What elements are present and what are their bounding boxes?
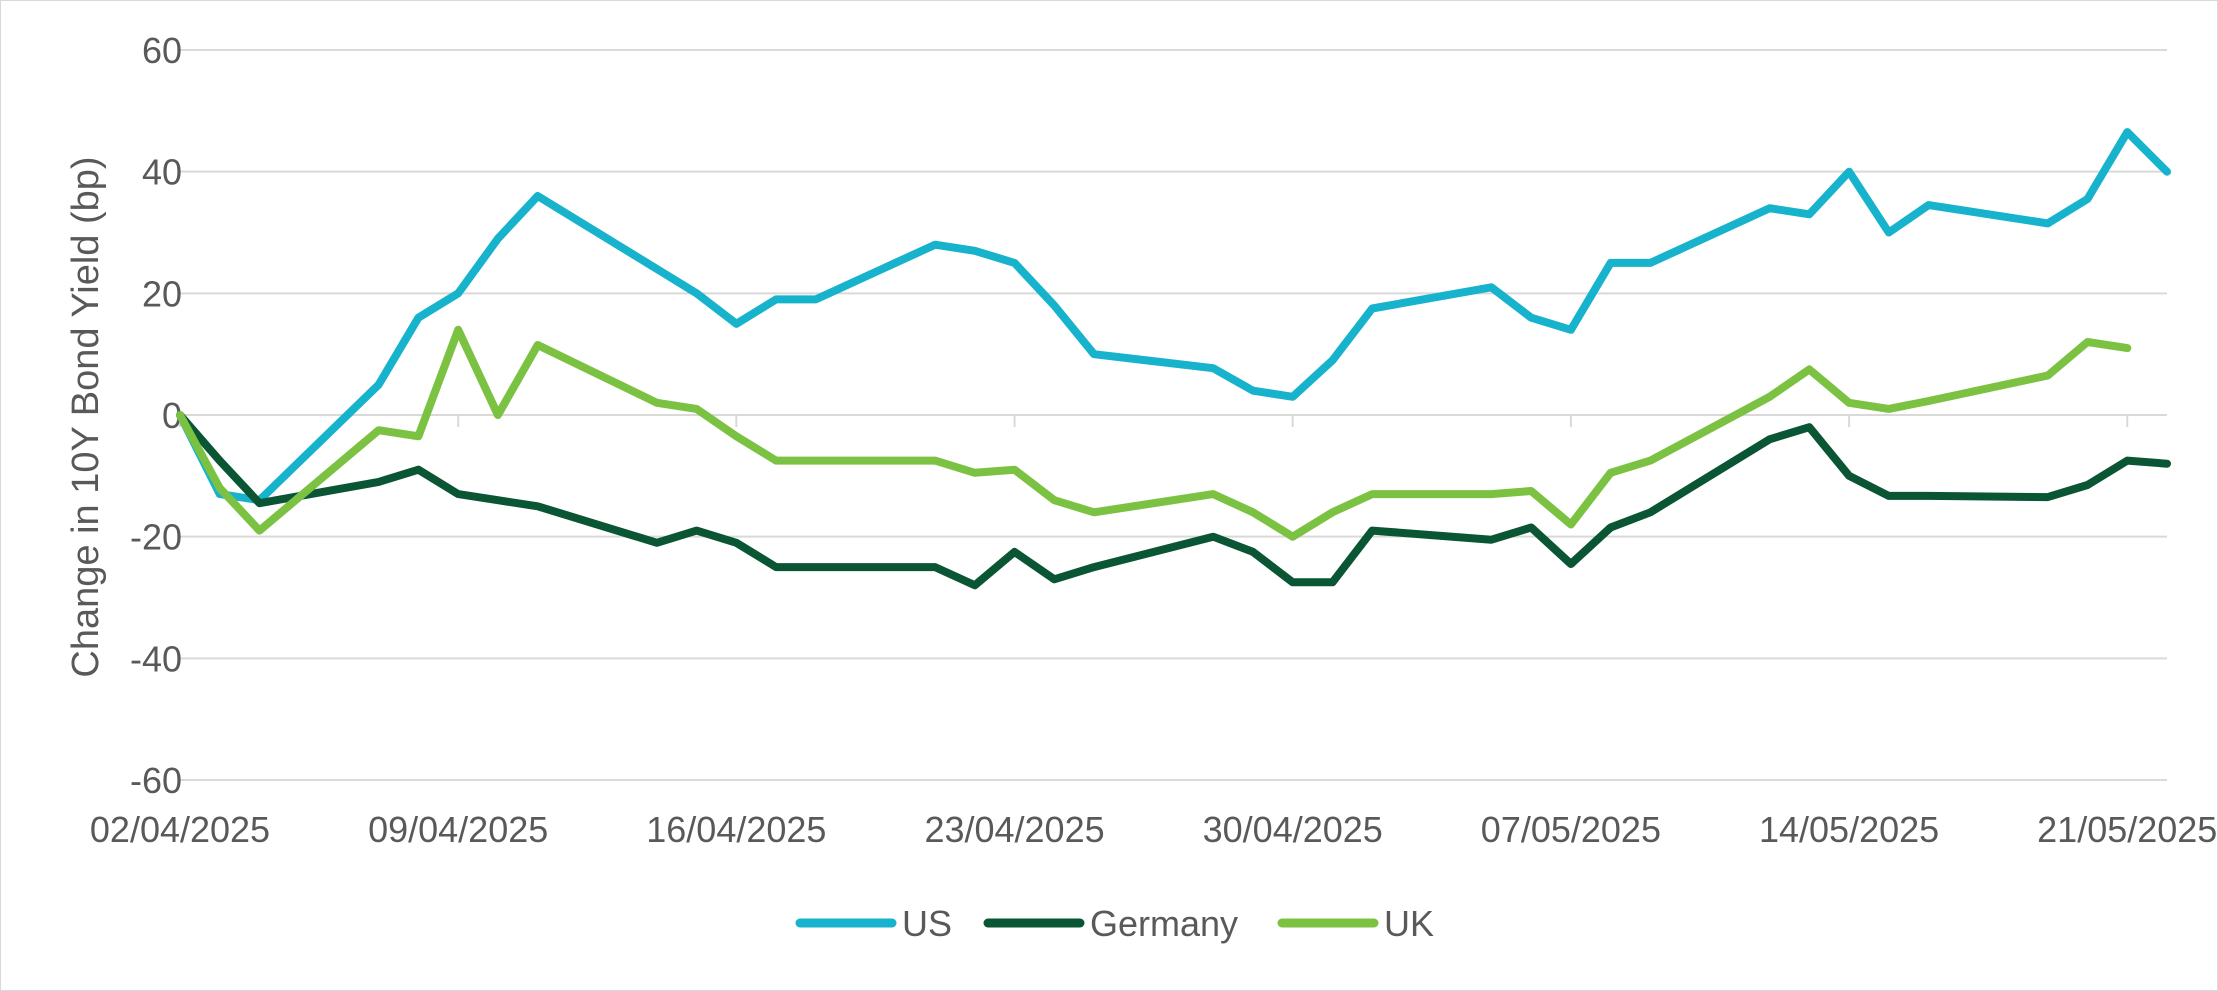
series-lines	[176, 128, 2171, 590]
series-line-germany	[176, 411, 2171, 590]
x-tick-label: 07/05/2025	[1481, 809, 1661, 850]
x-tick-label: 23/04/2025	[924, 809, 1104, 850]
y-axis-label: Change in 10Y Bond Yield (bp)	[65, 156, 107, 677]
x-axis: 02/04/2025 09/04/2025 16/04/2025 23/04/2025…	[90, 415, 2217, 850]
y-tick-label: -20	[130, 517, 182, 558]
x-tick-label: 09/04/2025	[368, 809, 548, 850]
y-tick-label: 60	[142, 30, 182, 71]
legend-label-uk: UK	[1384, 903, 1434, 944]
gridlines	[180, 49, 2167, 781]
x-tick-label: 16/04/2025	[646, 809, 826, 850]
y-tick-label: 40	[142, 152, 182, 193]
y-tick-label: 0	[162, 395, 182, 436]
legend: US Germany UK	[795, 903, 1434, 944]
x-tick-label: 14/05/2025	[1759, 809, 1939, 850]
x-tick-label: 02/04/2025	[90, 809, 270, 850]
series-line-uk	[176, 325, 2132, 541]
x-tick-label: 21/05/2025	[2037, 809, 2217, 850]
legend-label-us: US	[902, 903, 952, 944]
y-tick-label: -40	[130, 638, 182, 679]
y-tick-label: 20	[142, 273, 182, 314]
y-axis-tick-labels: 60 40 20 0 -20 -40 -60	[130, 30, 182, 801]
legend-label-germany: Germany	[1090, 903, 1238, 944]
series-line-us	[176, 128, 2171, 505]
x-tick-label: 30/04/2025	[1203, 809, 1383, 850]
y-tick-label: -60	[130, 760, 182, 801]
